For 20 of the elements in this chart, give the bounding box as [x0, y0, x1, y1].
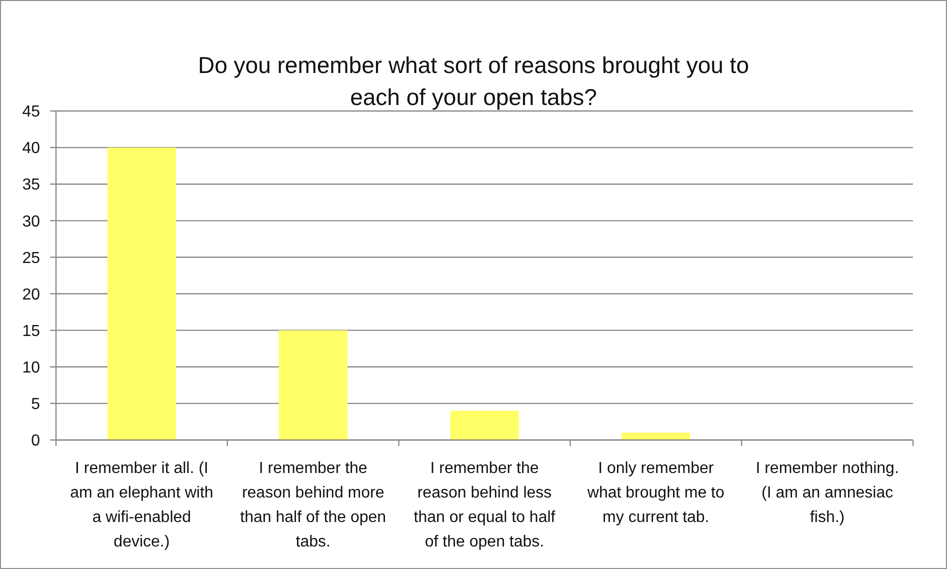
x-tick-label: I only remember what brought me to my current tab.	[586, 460, 724, 526]
x-tick-label: I remember the reason behind more than half of the open tabs.	[240, 460, 386, 550]
y-tick-label: 40	[22, 140, 40, 158]
y-tick-label: 15	[22, 322, 40, 340]
bar	[450, 410, 519, 440]
y-tick-label: 20	[22, 286, 40, 304]
y-tick-label: 0	[31, 432, 40, 450]
bar	[622, 432, 690, 440]
y-tick-label: 45	[22, 104, 40, 121]
y-tick-label: 5	[31, 396, 40, 414]
chart-title: Do you remember what sort of reasons brought you to each of your open tabs?	[198, 52, 750, 110]
x-tick-label: I remember it all. (I am an elephant with a wifi-enabled device.)	[70, 460, 214, 550]
bar	[278, 330, 348, 440]
bar	[107, 148, 176, 440]
y-tick-label: 25	[22, 250, 40, 267]
y-tick-label: 35	[22, 176, 40, 194]
y-tick-label: 10	[22, 359, 40, 376]
y-tick-label: 30	[22, 213, 40, 230]
x-tick-label: I remember nothing. (I am an amnesiac fish.)	[756, 460, 899, 526]
x-tick-label: I remember the reason behind less than or equal to half of the open tabs.	[414, 460, 556, 550]
